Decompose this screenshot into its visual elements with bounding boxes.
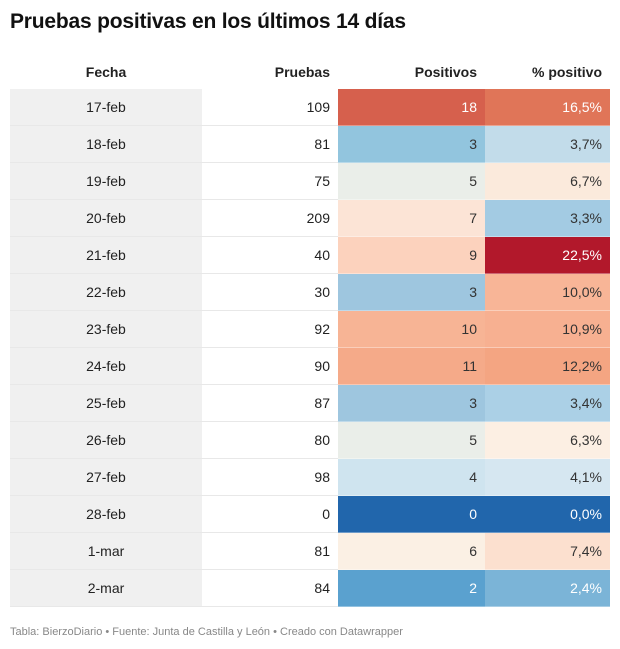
header-positivos[interactable]: Positivos xyxy=(414,63,477,80)
table-row: 26-feb 80 5 6,3% xyxy=(10,421,610,459)
cell-fecha: 28-feb xyxy=(10,495,202,533)
cell-positivos: 2 xyxy=(338,569,485,607)
header-row: Fecha Pruebas Positivos % positivo xyxy=(10,54,610,89)
cell-pct-positivo: 6,7% xyxy=(485,162,610,200)
cell-positivos: 3 xyxy=(338,125,485,163)
cell-pct-positivo: 3,7% xyxy=(485,125,610,163)
cell-pct-positivo: 6,3% xyxy=(485,421,610,459)
table-row: 18-feb 81 3 3,7% xyxy=(10,125,610,163)
table-row: 25-feb 87 3 3,4% xyxy=(10,384,610,422)
cell-fecha: 1-mar xyxy=(10,532,202,570)
header-pct-positivo[interactable]: % positivo xyxy=(531,63,602,80)
cell-pct-positivo: 0,0% xyxy=(485,495,610,533)
cell-fecha: 19-feb xyxy=(10,162,202,200)
cell-positivos: 7 xyxy=(338,199,485,237)
table-row: 22-feb 30 3 10,0% xyxy=(10,273,610,311)
cell-pct-positivo: 10,0% xyxy=(485,273,610,311)
cell-positivos: 9 xyxy=(338,236,485,274)
cell-pruebas: 209 xyxy=(202,199,338,237)
cell-positivos: 18 xyxy=(338,89,485,126)
cell-pruebas: 109 xyxy=(202,89,338,126)
chart-title: Pruebas positivas en los últimos 14 días xyxy=(10,10,406,33)
cell-positivos: 3 xyxy=(338,384,485,422)
cell-positivos: 11 xyxy=(338,347,485,385)
cell-positivos: 6 xyxy=(338,532,485,570)
header-pruebas[interactable]: Pruebas xyxy=(274,63,330,80)
cell-pruebas: 90 xyxy=(202,347,338,385)
cell-fecha: 21-feb xyxy=(10,236,202,274)
cell-fecha: 22-feb xyxy=(10,273,202,311)
cell-pct-positivo: 16,5% xyxy=(485,89,610,126)
table-row: 24-feb 90 11 12,2% xyxy=(10,347,610,385)
cell-positivos: 4 xyxy=(338,458,485,496)
cell-pruebas: 30 xyxy=(202,273,338,311)
table-row: 27-feb 98 4 4,1% xyxy=(10,458,610,496)
cell-pct-positivo: 12,2% xyxy=(485,347,610,385)
table-row: 1-mar 81 6 7,4% xyxy=(10,532,610,570)
cell-pct-positivo: 7,4% xyxy=(485,532,610,570)
cell-pruebas: 0 xyxy=(202,495,338,533)
cell-pct-positivo: 22,5% xyxy=(485,236,610,274)
cell-positivos: 5 xyxy=(338,162,485,200)
source-footer: Tabla: BierzoDiario • Fuente: Junta de C… xyxy=(10,626,403,638)
cell-fecha: 23-feb xyxy=(10,310,202,348)
cell-fecha: 18-feb xyxy=(10,125,202,163)
cell-positivos: 10 xyxy=(338,310,485,348)
table-row: 19-feb 75 5 6,7% xyxy=(10,162,610,200)
cell-fecha: 25-feb xyxy=(10,384,202,422)
data-table: Fecha Pruebas Positivos % positivo 17-fe… xyxy=(10,54,610,607)
cell-fecha: 24-feb xyxy=(10,347,202,385)
cell-fecha: 27-feb xyxy=(10,458,202,496)
cell-fecha: 26-feb xyxy=(10,421,202,459)
cell-pct-positivo: 3,3% xyxy=(485,199,610,237)
table-row: 28-feb 0 0 0,0% xyxy=(10,495,610,533)
table-row: 23-feb 92 10 10,9% xyxy=(10,310,610,348)
cell-positivos: 3 xyxy=(338,273,485,311)
cell-pruebas: 81 xyxy=(202,125,338,163)
cell-pct-positivo: 2,4% xyxy=(485,569,610,607)
cell-positivos: 5 xyxy=(338,421,485,459)
cell-fecha: 20-feb xyxy=(10,199,202,237)
cell-pruebas: 98 xyxy=(202,458,338,496)
cell-positivos: 0 xyxy=(338,495,485,533)
cell-pruebas: 40 xyxy=(202,236,338,274)
cell-pruebas: 84 xyxy=(202,569,338,607)
cell-pruebas: 80 xyxy=(202,421,338,459)
cell-fecha: 17-feb xyxy=(10,89,202,126)
cell-pct-positivo: 3,4% xyxy=(485,384,610,422)
cell-pruebas: 81 xyxy=(202,532,338,570)
cell-pruebas: 87 xyxy=(202,384,338,422)
table-row: 21-feb 40 9 22,5% xyxy=(10,236,610,274)
cell-pct-positivo: 4,1% xyxy=(485,458,610,496)
table-row: 20-feb 209 7 3,3% xyxy=(10,199,610,237)
table-row: 2-mar 84 2 2,4% xyxy=(10,569,610,607)
header-fecha[interactable]: Fecha xyxy=(85,63,127,80)
cell-pruebas: 75 xyxy=(202,162,338,200)
table-row: 17-feb 109 18 16,5% xyxy=(10,89,610,126)
cell-pruebas: 92 xyxy=(202,310,338,348)
cell-fecha: 2-mar xyxy=(10,569,202,607)
cell-pct-positivo: 10,9% xyxy=(485,310,610,348)
